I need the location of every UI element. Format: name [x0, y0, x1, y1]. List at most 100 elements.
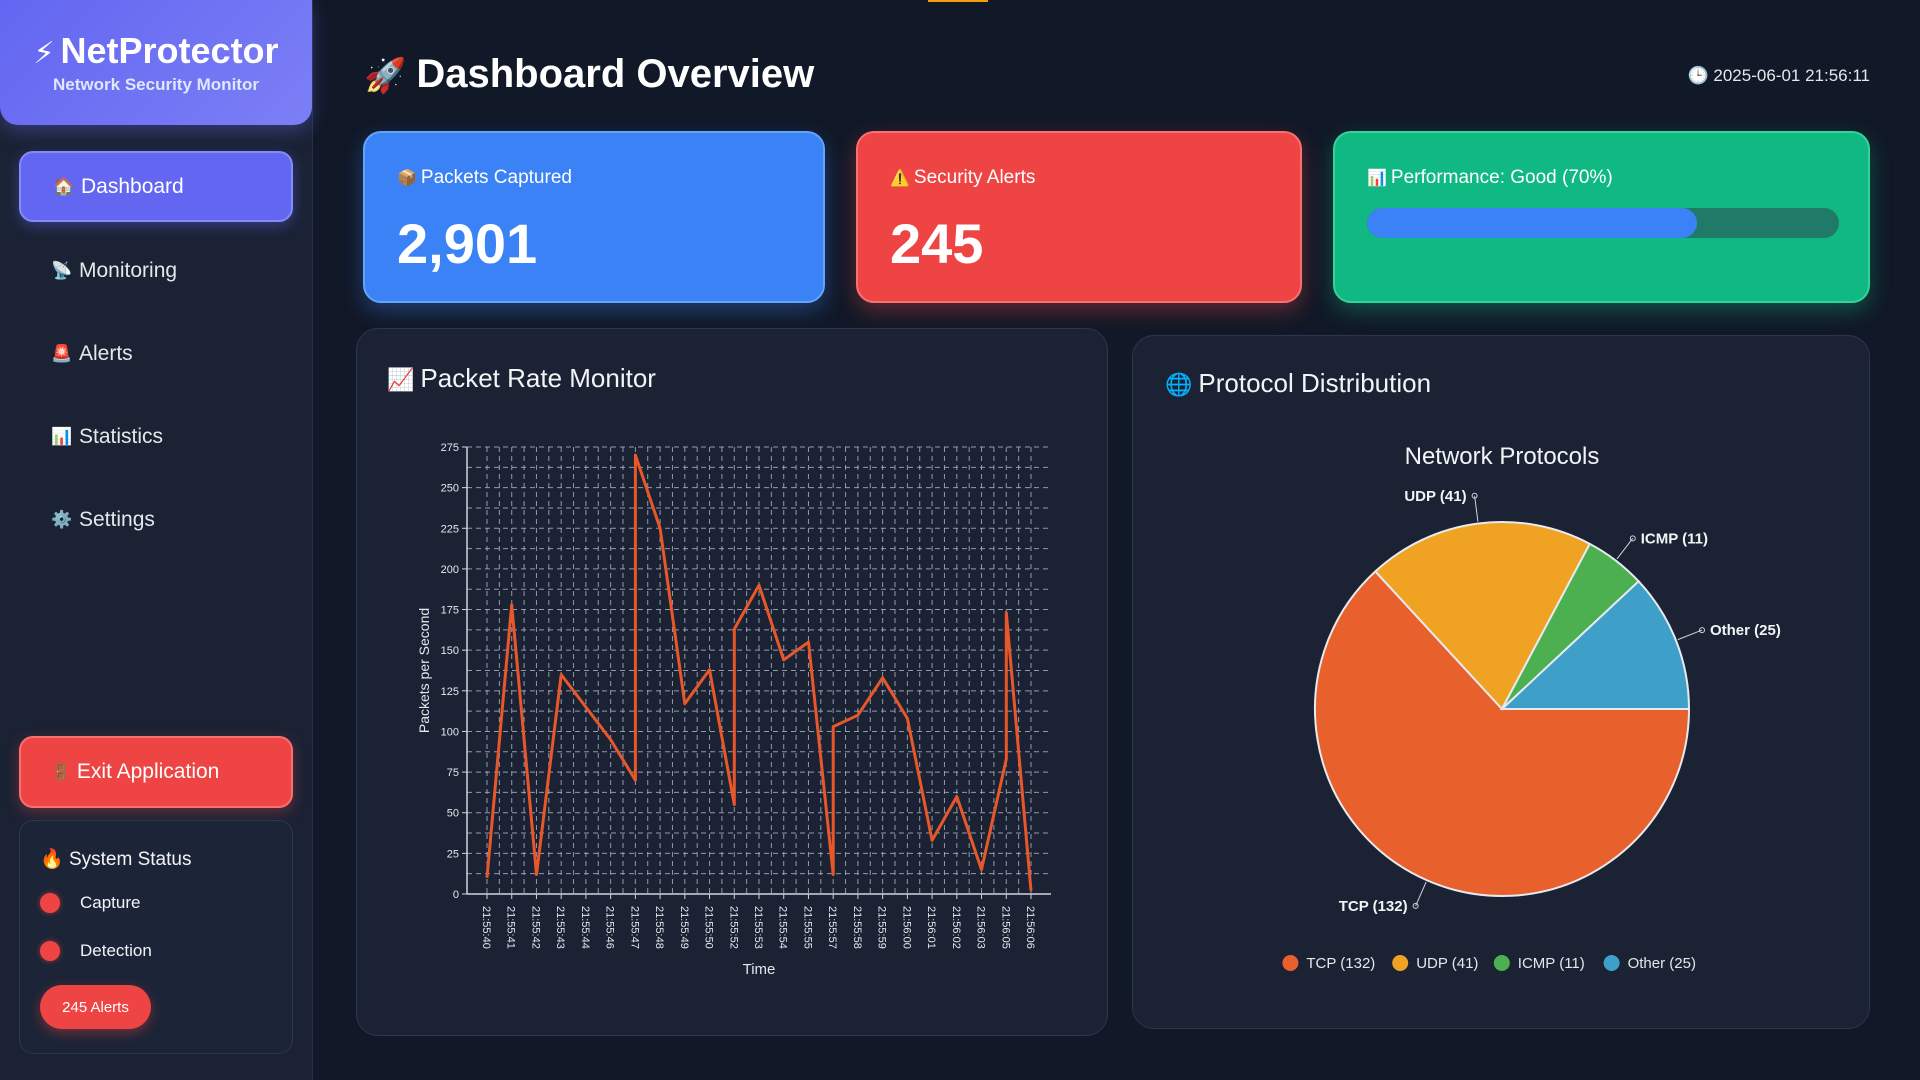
nav-item-alerts[interactable]: 🚨 Alerts	[19, 318, 293, 389]
nav-item-statistics[interactable]: 📊 Statistics	[19, 401, 293, 472]
lightning-icon: ⚡	[33, 37, 55, 70]
pie-leader-dot	[1629, 535, 1636, 542]
y-tick-label: 275	[441, 442, 459, 454]
y-tick-label: 75	[447, 767, 459, 779]
nav-label: Settings	[79, 507, 155, 531]
line-chart-icon: 📈	[387, 367, 415, 392]
pie-slice-label: TCP (132)	[1339, 898, 1408, 915]
status-capture-label: Capture	[80, 893, 141, 912]
legend-marker	[1282, 955, 1299, 971]
x-tick-label: 21:55:42	[529, 906, 541, 949]
nav-item-monitoring[interactable]: 📡 Monitoring	[19, 235, 293, 306]
x-tick-label: 21:55:59	[876, 906, 888, 949]
system-status-panel: 🔥 System Status Capture Detection 245 Al…	[19, 820, 293, 1054]
pie-slice	[1373, 521, 1592, 711]
x-tick-label: 21:56:03	[975, 906, 987, 949]
y-tick-label: 100	[441, 726, 459, 738]
home-icon: 🏠	[53, 176, 75, 196]
brand-subtitle: Network Security Monitor	[53, 75, 259, 94]
x-tick-label: 21:55:57	[826, 906, 838, 949]
alerts-count-badge[interactable]: 245 Alerts	[40, 985, 151, 1029]
brand-name: NetProtector	[60, 30, 279, 71]
pie-leader-line	[1677, 629, 1703, 641]
legend-label: ICMP (11)	[1518, 955, 1585, 972]
page-title-text: Dashboard Overview	[416, 52, 815, 96]
protocol-distribution-panel: 🌐 Protocol Distribution Network Protocols…	[1132, 335, 1870, 1029]
packet-rate-chart: 0 25 50 75 100 125 150 175 200 225 250 275 21:55:40 2…	[416, 442, 1051, 978]
pie-leader-dot	[1471, 492, 1478, 499]
x-tick-label: 21:55:53	[752, 906, 764, 949]
pie-leader-dot	[1698, 627, 1705, 634]
pie-slice	[1314, 570, 1691, 897]
x-tick-label: 21:55:52	[727, 906, 739, 949]
nav-item-settings[interactable]: ⚙️ Settings	[19, 484, 293, 555]
y-tick-label: 225	[441, 523, 459, 535]
x-axis-label: Time	[743, 961, 776, 978]
packet-rate-line	[485, 453, 1033, 891]
status-detection-label: Detection	[80, 941, 152, 960]
x-tick-label: 21:55:58	[851, 906, 863, 949]
door-icon: 🚪	[51, 764, 71, 781]
gear-icon: ⚙️	[51, 509, 73, 529]
nav-item-dashboard[interactable]: 🏠 Dashboard	[19, 151, 293, 222]
packets-captured-label: 📦 Packets Captured	[397, 167, 572, 189]
y-tick-label: 150	[441, 645, 459, 657]
status-capture: Capture	[40, 893, 140, 913]
performance-card: 📊 Performance: Good (70%)	[1333, 131, 1870, 303]
rocket-icon: 🚀	[364, 57, 407, 95]
x-tick-label: 21:55:48	[653, 906, 665, 949]
satellite-icon: 📡	[51, 260, 73, 280]
performance-label: 📊 Performance: Good (70%)	[1367, 167, 1613, 189]
globe-icon: 🌐	[1165, 372, 1193, 397]
warning-icon: ⚠️	[890, 170, 910, 187]
y-tick-label: 50	[447, 808, 459, 820]
legend-marker	[1392, 955, 1409, 971]
x-tick-label: 21:55:49	[678, 906, 690, 949]
performance-label-text: Performance: Good (70%)	[1390, 167, 1613, 188]
packet-rate-panel: 📈 Packet Rate Monitor 0 25 50 75 100 125 150 175…	[356, 328, 1108, 1036]
nav-label: Statistics	[79, 424, 164, 448]
pie-leader-line	[1616, 538, 1634, 560]
clock-datetime: 2025-06-01 21:56:11	[1713, 66, 1870, 85]
protocol-pie-chart: Network Protocols TCP (132) UDP (41) ICMP (…	[1282, 443, 1781, 972]
y-tick-label: 0	[453, 889, 459, 901]
performance-progress-fill	[1367, 208, 1698, 238]
clock: 🕒 2025-06-01 21:56:11	[1687, 66, 1870, 86]
x-tick-label: 21:56:01	[925, 906, 937, 949]
pie-slice	[1499, 579, 1691, 710]
bar-chart-icon: 📊	[51, 426, 73, 446]
pie-leader-line	[1474, 495, 1479, 522]
bar-chart-icon: 📊	[1367, 170, 1387, 187]
x-tick-label: 21:55:54	[777, 906, 789, 949]
legend-marker	[1493, 955, 1510, 971]
top-accent-bar	[928, 0, 988, 2]
sidebar: ⚡ NetProtector Network Security Monitor 🏠…	[0, 0, 313, 1080]
package-icon: 📦	[397, 170, 417, 187]
packet-rate-title: 📈 Packet Rate Monitor	[387, 363, 656, 394]
exit-application-button[interactable]: 🚪 Exit Application	[19, 736, 293, 808]
x-tick-label: 21:56:05	[999, 906, 1011, 949]
fire-icon: 🔥	[40, 849, 64, 870]
packets-captured-value: 2,901	[397, 212, 538, 275]
status-dot-icon	[40, 941, 60, 961]
siren-icon: 🚨	[51, 343, 73, 363]
page-title: 🚀 Dashboard Overview	[364, 52, 814, 97]
brand-title: ⚡ NetProtector	[0, 30, 312, 72]
x-tick-label: 21:55:43	[554, 906, 566, 949]
x-tick-label: 21:55:41	[505, 906, 517, 949]
x-tick-label: 21:55:55	[801, 906, 813, 949]
pie-slice-label: ICMP (11)	[1641, 530, 1708, 547]
x-tick-label: 21:56:06	[1024, 906, 1036, 949]
y-tick-label: 250	[441, 483, 459, 495]
x-tick-label: 21:55:44	[579, 906, 591, 949]
nav-label: Alerts	[79, 341, 133, 365]
y-tick-label: 125	[441, 686, 459, 698]
performance-progress-bar	[1367, 208, 1839, 238]
status-detection: Detection	[40, 941, 152, 961]
alerts-label-text: Security Alerts	[913, 167, 1036, 188]
status-dot-icon	[40, 893, 60, 913]
packets-label-text: Packets Captured	[420, 167, 572, 188]
legend-label: Other (25)	[1628, 955, 1696, 972]
y-tick-label: 175	[441, 605, 459, 617]
x-tick-label: 21:56:02	[950, 906, 962, 949]
